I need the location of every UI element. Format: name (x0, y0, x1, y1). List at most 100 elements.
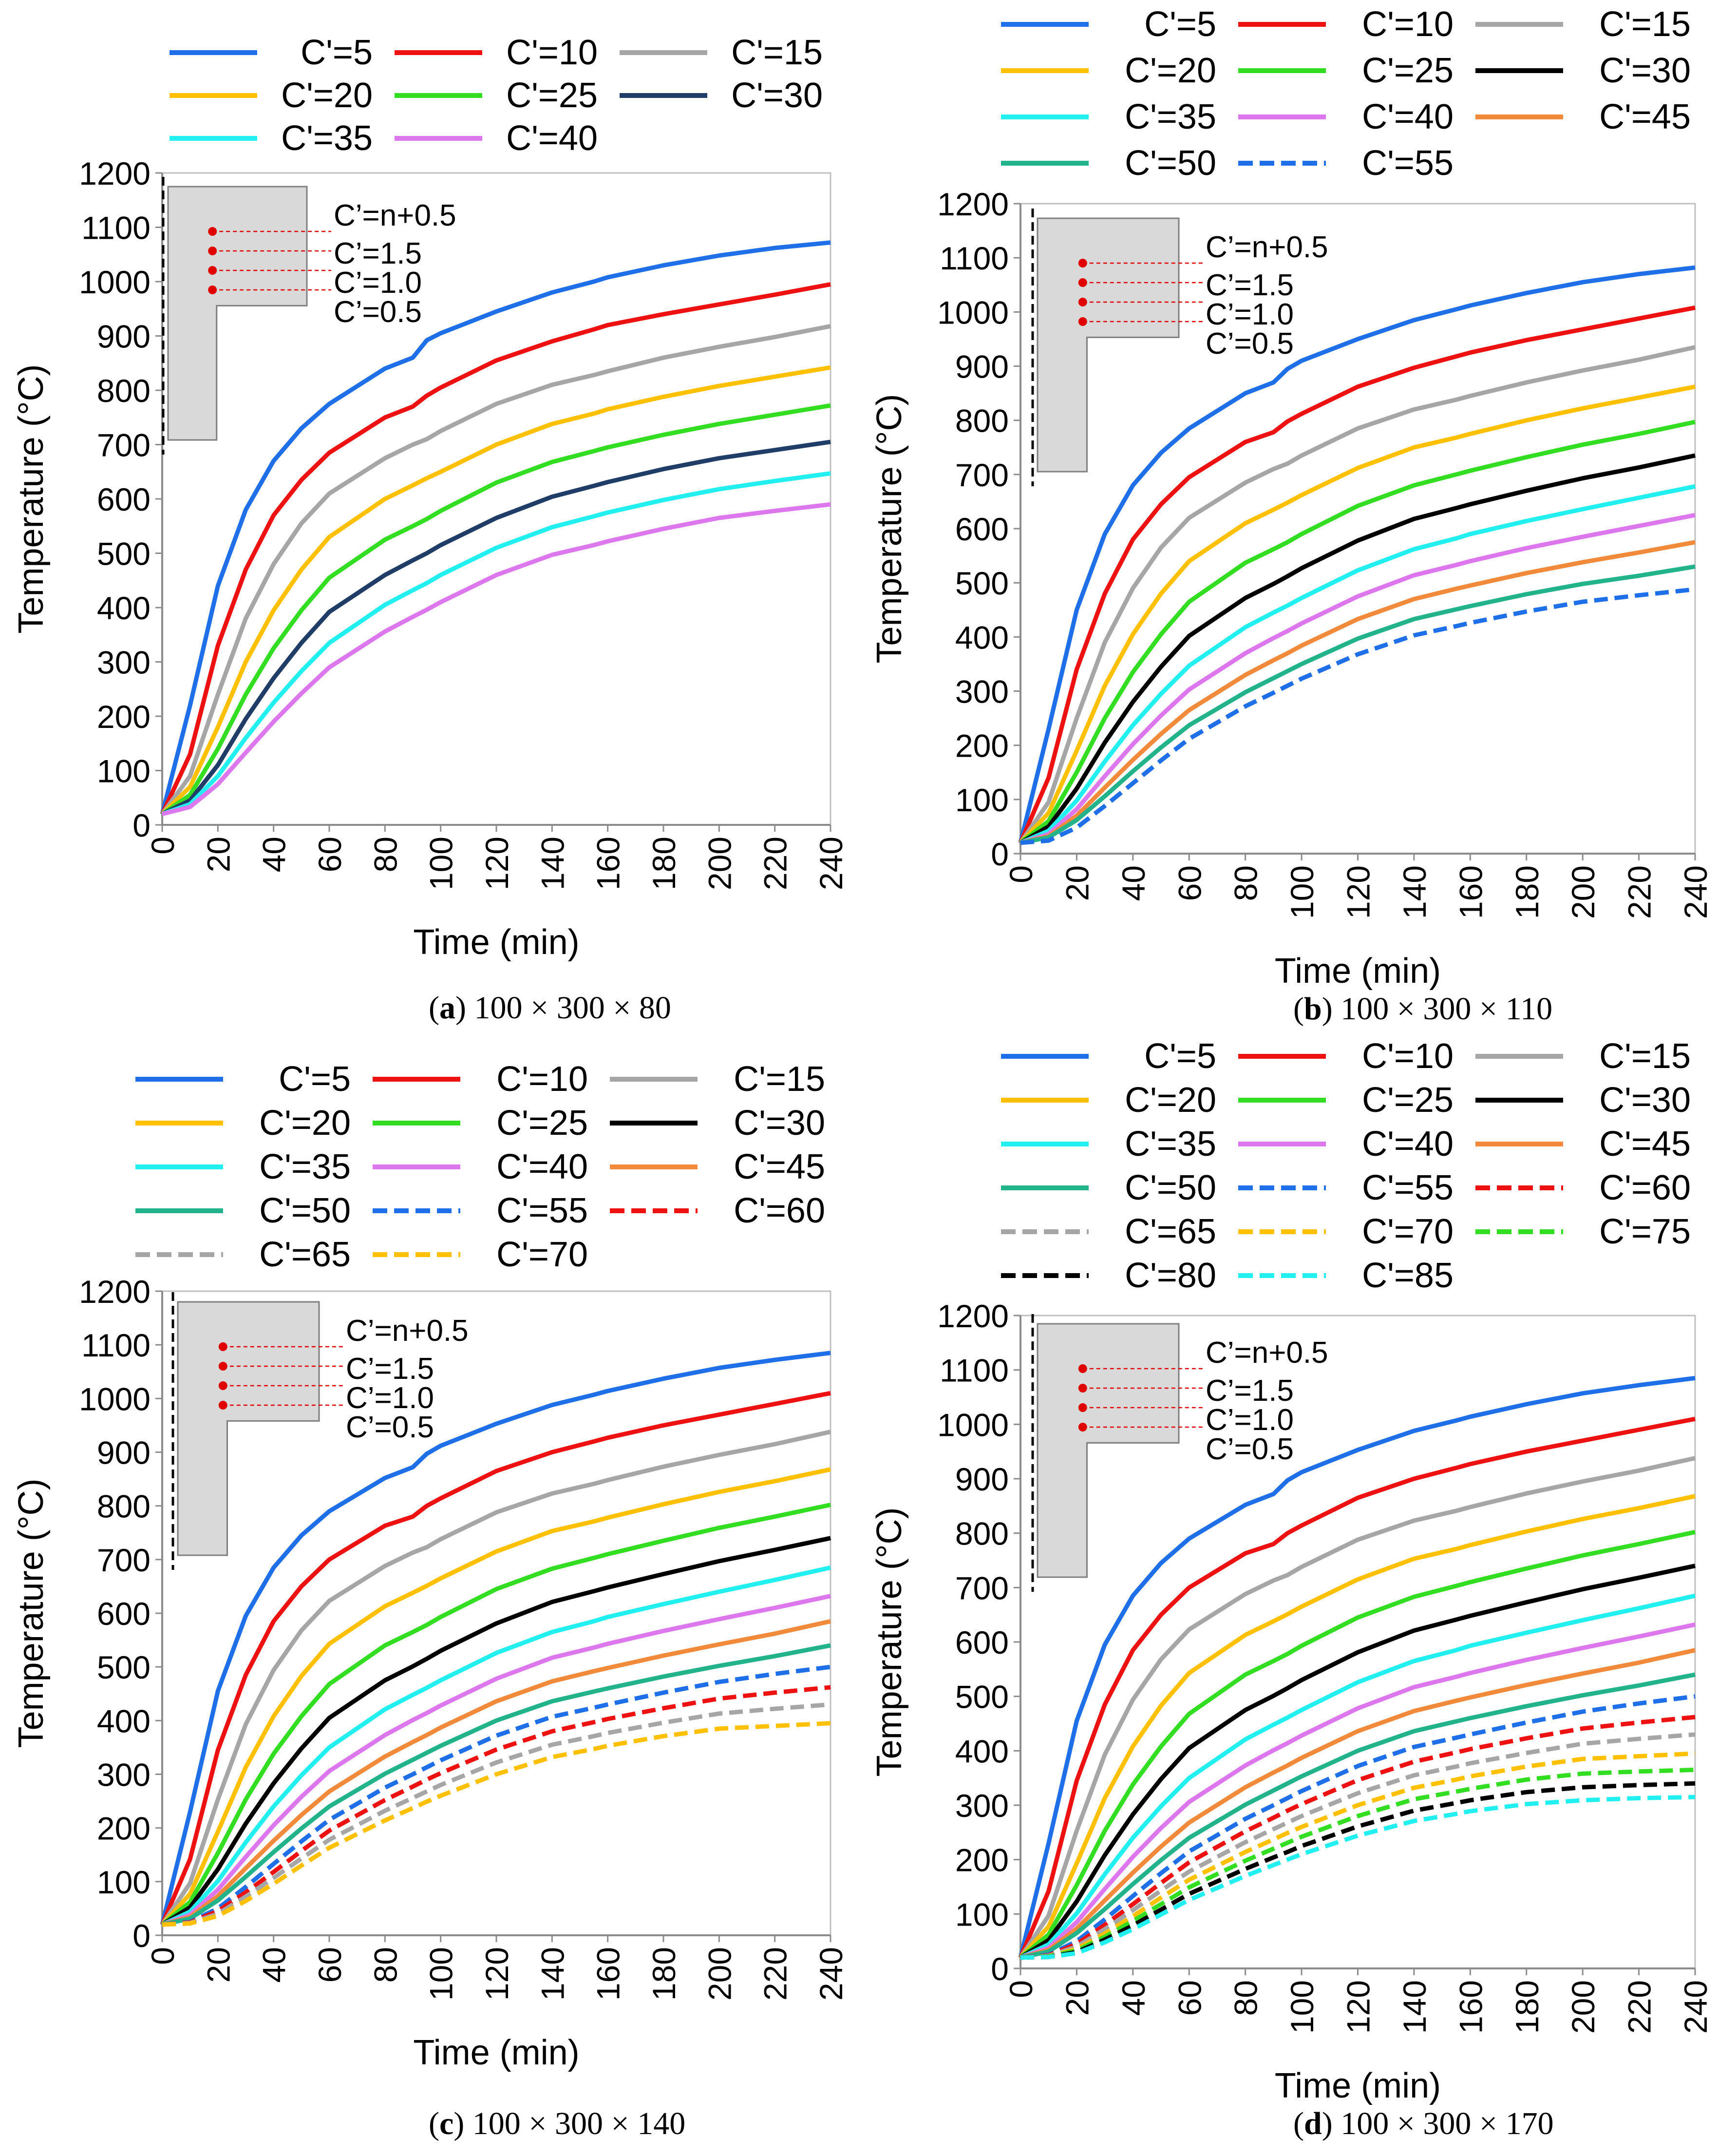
series-line-55 (1020, 1694, 1696, 1960)
legend-label: C'=15 (1599, 5, 1691, 44)
legend-label: C'=30 (731, 76, 823, 115)
y-tick-label: 700 (97, 427, 151, 463)
series-line-15 (160, 1430, 831, 1926)
caption-letter: c (439, 2106, 453, 2141)
y-tick-label: 0 (991, 1951, 1009, 1987)
y-tick-label: 700 (97, 1542, 151, 1578)
x-tick-label: 220 (757, 1947, 793, 2001)
series-line-30 (161, 1536, 831, 1927)
y-tick-label: 900 (955, 349, 1009, 385)
caption-paren: ) (1322, 2106, 1333, 2141)
legend-label: C'=35 (259, 1147, 351, 1186)
y-tick-label: 700 (955, 1570, 1009, 1606)
legend-label: C'=40 (506, 119, 598, 158)
y-tick-label: 900 (97, 1435, 151, 1471)
section-shape (177, 1301, 320, 1556)
series-line-65 (1020, 1732, 1696, 1960)
legend-label: C'=85 (1362, 1256, 1454, 1295)
series-line-35 (161, 471, 831, 816)
series-line-50 (162, 1643, 831, 1927)
series-line-40 (1019, 513, 1696, 845)
y-tick-label: 900 (955, 1461, 1009, 1497)
legend-label: C'=10 (1362, 1037, 1454, 1076)
series-line-30 (161, 439, 831, 816)
series-line-15 (1019, 1456, 1696, 1959)
legend-label: C'=40 (496, 1147, 588, 1186)
x-tick-label: 80 (367, 837, 403, 872)
legend-label: C'=15 (731, 33, 823, 72)
legend-label: C'=10 (506, 33, 598, 72)
legend-label: C'=60 (1599, 1168, 1691, 1207)
y-axis-title: Temperature (°C) (12, 1479, 51, 1748)
x-axis-title: Time (min) (1275, 2066, 1441, 2105)
series-line-80 (1020, 1781, 1696, 1960)
legend-label: C'=50 (259, 1191, 351, 1230)
section-shape (1037, 1323, 1180, 1578)
x-axis-title: Time (min) (413, 923, 579, 962)
caption-paren: ( (429, 2106, 439, 2141)
x-tick-label: 180 (646, 1947, 682, 2001)
series-line-45 (161, 1619, 831, 1927)
section-label: C’=1.5 (334, 237, 422, 270)
caption-paren: ( (429, 990, 439, 1026)
caption-paren: ) (1322, 991, 1333, 1027)
x-tick-label: 40 (1115, 1980, 1152, 2016)
legend-label: C'=25 (506, 76, 598, 115)
x-tick-label: 240 (1678, 1980, 1714, 2034)
x-tick-label: 100 (423, 1947, 459, 2001)
y-tick-label: 1000 (79, 1381, 151, 1417)
y-tick-label: 1000 (937, 1407, 1009, 1443)
caption-letter: d (1304, 2106, 1322, 2141)
y-tick-label: 500 (955, 1679, 1009, 1715)
legend-label: C'=55 (496, 1191, 588, 1230)
x-tick-label: 140 (1397, 1980, 1433, 2034)
x-tick-label: 200 (701, 837, 737, 890)
x-tick-label: 160 (1453, 865, 1489, 919)
series-line-85 (1020, 1794, 1696, 1960)
series-line-20 (1019, 384, 1696, 844)
y-axis-title: Temperature (°C) (870, 394, 909, 664)
legend-label: C'=10 (496, 1060, 588, 1099)
x-tick-label: 80 (1228, 865, 1264, 901)
section-label: C’=0.5 (346, 1411, 434, 1444)
legend-label: C'=70 (1362, 1212, 1454, 1251)
series-line-30 (1019, 453, 1696, 845)
x-tick-label: 60 (1171, 1980, 1208, 2016)
y-axis-title: Temperature (°C) (12, 364, 51, 634)
section-label: C’=n+0.5 (1206, 1336, 1328, 1370)
x-tick-label: 100 (1284, 1980, 1320, 2034)
panel-caption: (a) 100 × 300 × 80 (429, 990, 671, 1026)
legend-label: C'=40 (1362, 97, 1454, 136)
section-inset: C’=n+0.5 C’=1.5C’=1.0C’=0.5 (1031, 1314, 1328, 1592)
legend-label: C'=15 (734, 1060, 825, 1099)
series-line-10 (160, 1391, 831, 1926)
y-tick-label: 1100 (81, 210, 151, 246)
section-label: C’=n+0.5 (346, 1314, 469, 1348)
x-tick-label: 180 (1509, 1980, 1545, 2034)
y-tick-label: 300 (955, 674, 1009, 710)
legend-label: C'=5 (1144, 5, 1216, 44)
series-line-40 (161, 1594, 831, 1927)
panel-caption: (d) 100 × 300 × 170 (1293, 2106, 1554, 2141)
x-tick-label: 240 (1678, 865, 1714, 919)
series-line-60 (1020, 1715, 1696, 1960)
caption-letter: a (439, 990, 455, 1026)
x-tick-label: 240 (813, 1947, 849, 2001)
panel-caption: (b) 100 × 300 × 110 (1293, 991, 1552, 1027)
legend-label: C'=5 (1144, 1037, 1216, 1076)
legend-label: C'=25 (1362, 1081, 1454, 1120)
section-label: C’=1.5 (1206, 268, 1294, 302)
series-line-65 (162, 1702, 831, 1927)
section-label: C’=0.5 (334, 295, 422, 329)
y-tick-label: 0 (991, 836, 1009, 872)
y-tick-label: 300 (97, 1757, 151, 1793)
x-tick-label: 140 (534, 1947, 570, 2001)
x-tick-label: 60 (312, 837, 348, 872)
legend-label: C'=30 (1599, 51, 1691, 90)
legend-label: C'=65 (1125, 1212, 1216, 1251)
series-line-15 (160, 324, 831, 816)
legend-label: C'=20 (259, 1104, 351, 1143)
x-tick-label: 140 (1397, 865, 1433, 919)
caption-paren: ) (453, 2106, 464, 2141)
